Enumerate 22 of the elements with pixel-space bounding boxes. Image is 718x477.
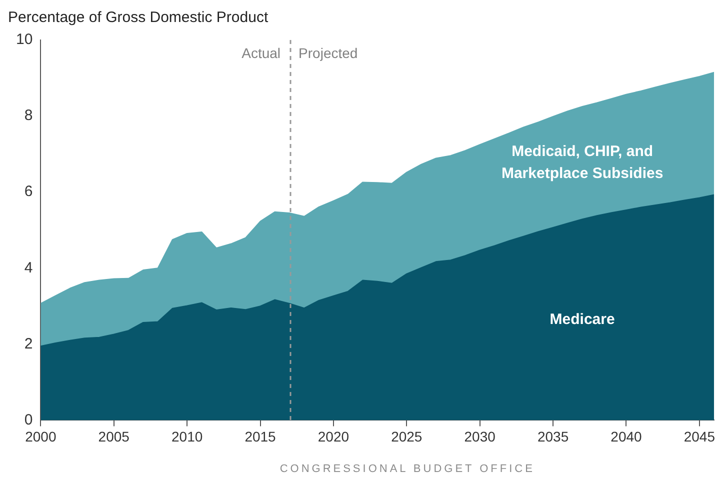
x-tick-label: 2035: [537, 428, 569, 444]
x-tick-label: 2015: [244, 428, 276, 444]
y-tick-label: 6: [24, 183, 33, 200]
annotation: Projected: [298, 44, 358, 61]
y-tick-label: 8: [24, 107, 33, 124]
x-tick-label: 2040: [610, 428, 642, 444]
series-label: Medicare: [550, 310, 615, 328]
x-tick-label: 2005: [98, 428, 130, 444]
x-tick-label: 2025: [391, 428, 422, 444]
text: CONGRESSIONAL BUDGET OFFICE: [280, 463, 535, 476]
x-tick-label: 2030: [464, 428, 496, 444]
y-tick-label: 0: [24, 411, 33, 428]
y-tick-label: 2: [24, 335, 33, 352]
y-tick-label: 10: [16, 31, 33, 48]
x-tick-label: 2000: [25, 428, 56, 444]
y-axis-title: Percentage of Gross Domestic Product: [8, 9, 269, 26]
x-tick-label: 2010: [171, 428, 203, 444]
x-tick-label: 2045: [684, 428, 716, 444]
annotation: Actual: [242, 44, 281, 61]
x-tick-label: 2020: [318, 428, 350, 444]
series-label: Medicaid, CHIP, and Marketplace Subsidies: [501, 142, 664, 182]
y-tick-label: 4: [24, 259, 33, 276]
